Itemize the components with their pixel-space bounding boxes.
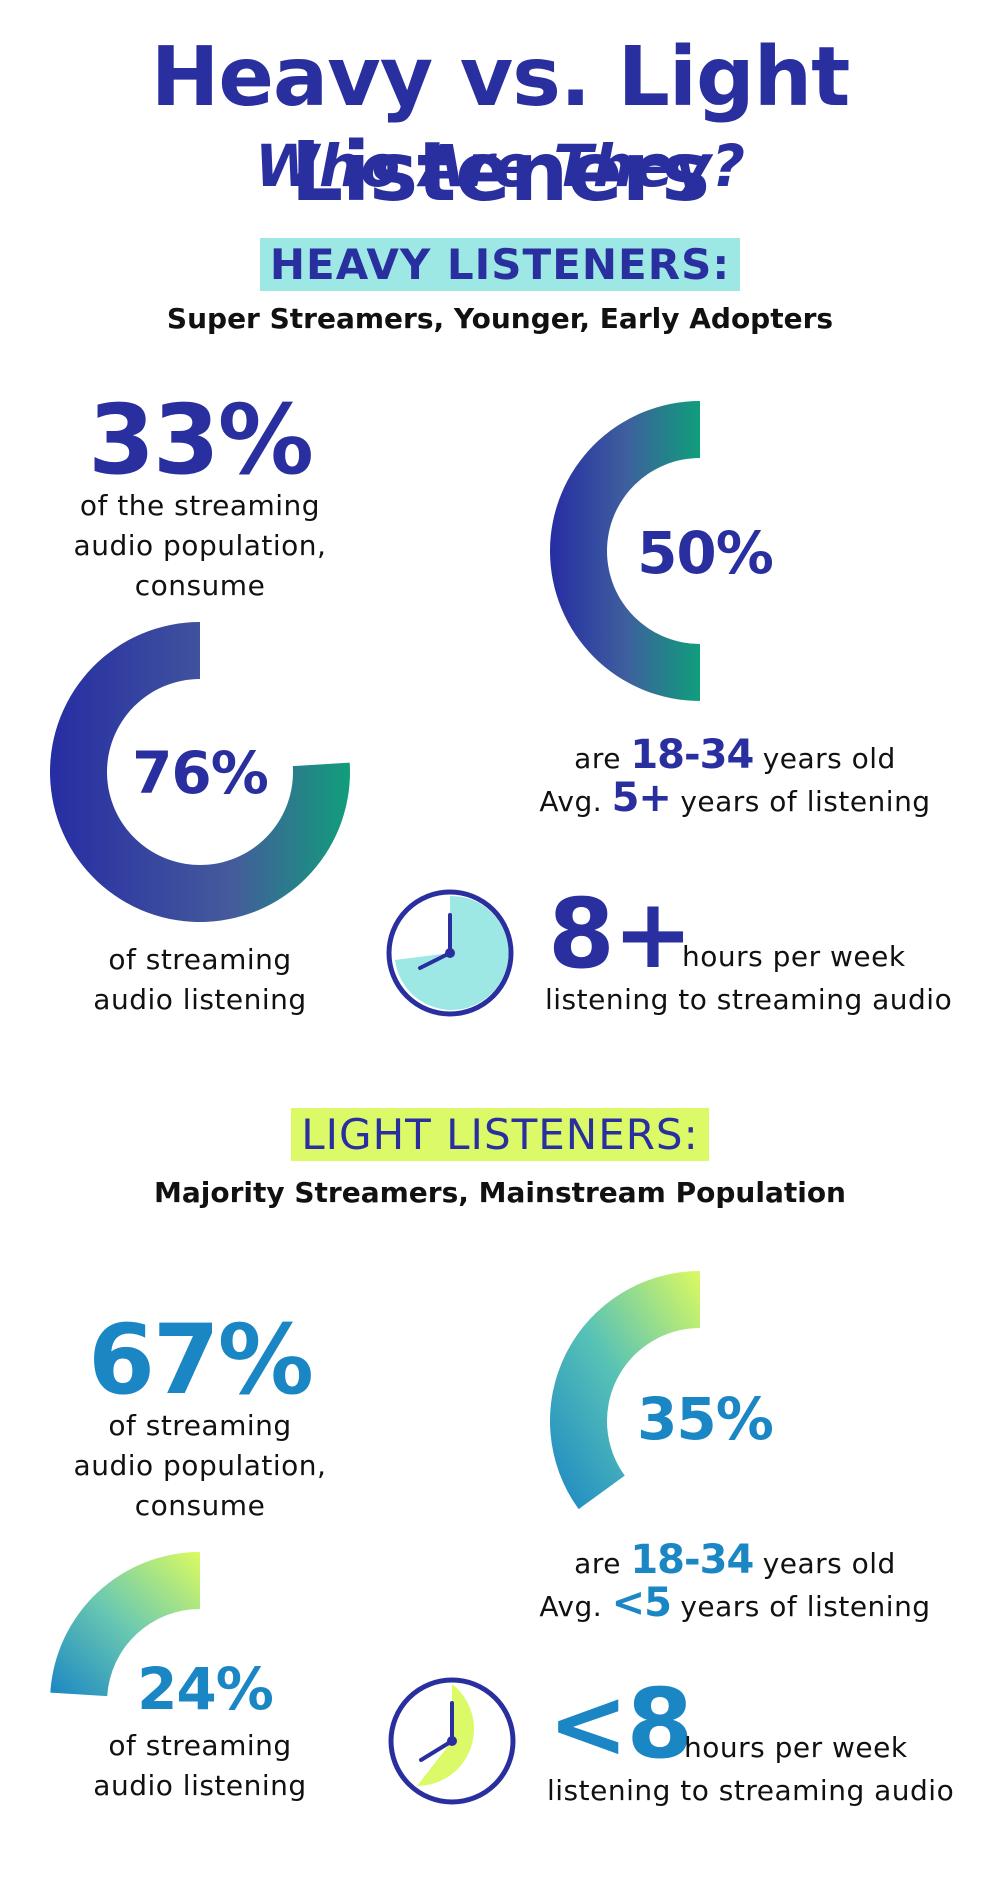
heavy-age-ring-arc <box>550 401 700 701</box>
caption-line: audio population, <box>73 1449 327 1482</box>
clock-icon <box>386 889 514 1017</box>
page-subtitle: Who Are They? <box>255 132 745 200</box>
heavy-hours-stat: 8+ <box>548 878 693 990</box>
caption-line: audio listening <box>93 983 307 1016</box>
light-listening-ring <box>50 1552 200 1697</box>
age-post: years old <box>762 1547 896 1580</box>
light-age-ring-label: 35% <box>637 1385 774 1453</box>
clock-center <box>447 1736 457 1746</box>
light-tenure-line: Avg. <5 years of listening <box>470 1583 1000 1627</box>
tenure-pre: Avg. <box>539 785 603 818</box>
tenure-post: years of listening <box>680 785 931 818</box>
light-listeners-badge-label: LIGHT LISTENERS: <box>291 1108 709 1161</box>
clock-icon <box>388 1677 516 1805</box>
heavy-listeners-badge-label: HEAVY LISTENERS: <box>259 238 741 291</box>
page-title: Heavy vs. Light Listeners <box>150 30 851 220</box>
heavy-population-stat: 33% <box>88 384 314 496</box>
caption-line: audio listening <box>93 1769 307 1802</box>
clock-center <box>445 948 455 958</box>
tenure-stat: <5 <box>611 1580 672 1626</box>
age-stat: 18-34 <box>630 732 754 778</box>
heavy-listeners-badge: HEAVY LISTENERS: <box>0 238 1000 291</box>
light-hours-text-1: hours per week <box>684 1731 908 1764</box>
heavy-listening-ring-arc <box>50 622 350 922</box>
light-population-caption: of streaming audio population, consume <box>30 1406 370 1526</box>
caption-line: of streaming <box>108 943 292 976</box>
light-population-stat: 67% <box>88 1304 314 1416</box>
caption-line: of streaming <box>108 1409 292 1442</box>
age-stat: 18-34 <box>630 1537 754 1583</box>
light-listening-caption: of streaming audio listening <box>30 1726 370 1806</box>
heavy-hours-text-2: listening to streaming audio <box>545 983 953 1016</box>
heavy-age-ring-label: 50% <box>637 519 774 587</box>
age-pre: are <box>574 742 621 775</box>
light-hours-stat: <8 <box>548 1668 693 1780</box>
light-listeners-badge: LIGHT LISTENERS: <box>0 1108 1000 1161</box>
heavy-hours-text-1: hours per week <box>682 940 906 973</box>
light-age-ring-arc <box>550 1271 700 1510</box>
age-pre: are <box>574 1547 621 1580</box>
clock-minute-hand <box>419 1739 454 1762</box>
heavy-listening-ring-label: 76% <box>132 739 269 807</box>
tenure-post: years of listening <box>680 1590 931 1623</box>
heavy-age-line: are 18-34 years old <box>470 735 1000 779</box>
caption-line: of the streaming <box>79 489 321 522</box>
clock-minute-hand <box>418 951 452 970</box>
light-listening-ring-label: 24% <box>137 1655 274 1723</box>
caption-line: of streaming <box>108 1729 292 1762</box>
tenure-stat: 5+ <box>611 775 672 821</box>
caption-line: consume <box>134 569 266 602</box>
age-post: years old <box>762 742 896 775</box>
light-age-ring <box>550 1271 700 1510</box>
light-hours-text-2: listening to streaming audio <box>547 1774 955 1807</box>
heavy-listening-caption: of streaming audio listening <box>30 940 370 1020</box>
heavy-tenure-line: Avg. 5+ years of listening <box>470 778 1000 822</box>
clock-fill-wedge <box>417 1684 475 1786</box>
light-age-line: are 18-34 years old <box>470 1540 1000 1584</box>
caption-line: audio population, <box>73 529 327 562</box>
heavy-listening-ring <box>50 622 350 922</box>
light-tagline: Majority Streamers, Mainstream Populatio… <box>154 1176 846 1209</box>
light-listening-ring-arc <box>50 1552 200 1697</box>
heavy-tagline: Super Streamers, Younger, Early Adopters <box>166 302 834 335</box>
heavy-population-caption: of the streaming audio population, consu… <box>30 486 370 606</box>
caption-line: consume <box>134 1489 266 1522</box>
heavy-age-ring <box>550 401 700 701</box>
tenure-pre: Avg. <box>539 1590 603 1623</box>
